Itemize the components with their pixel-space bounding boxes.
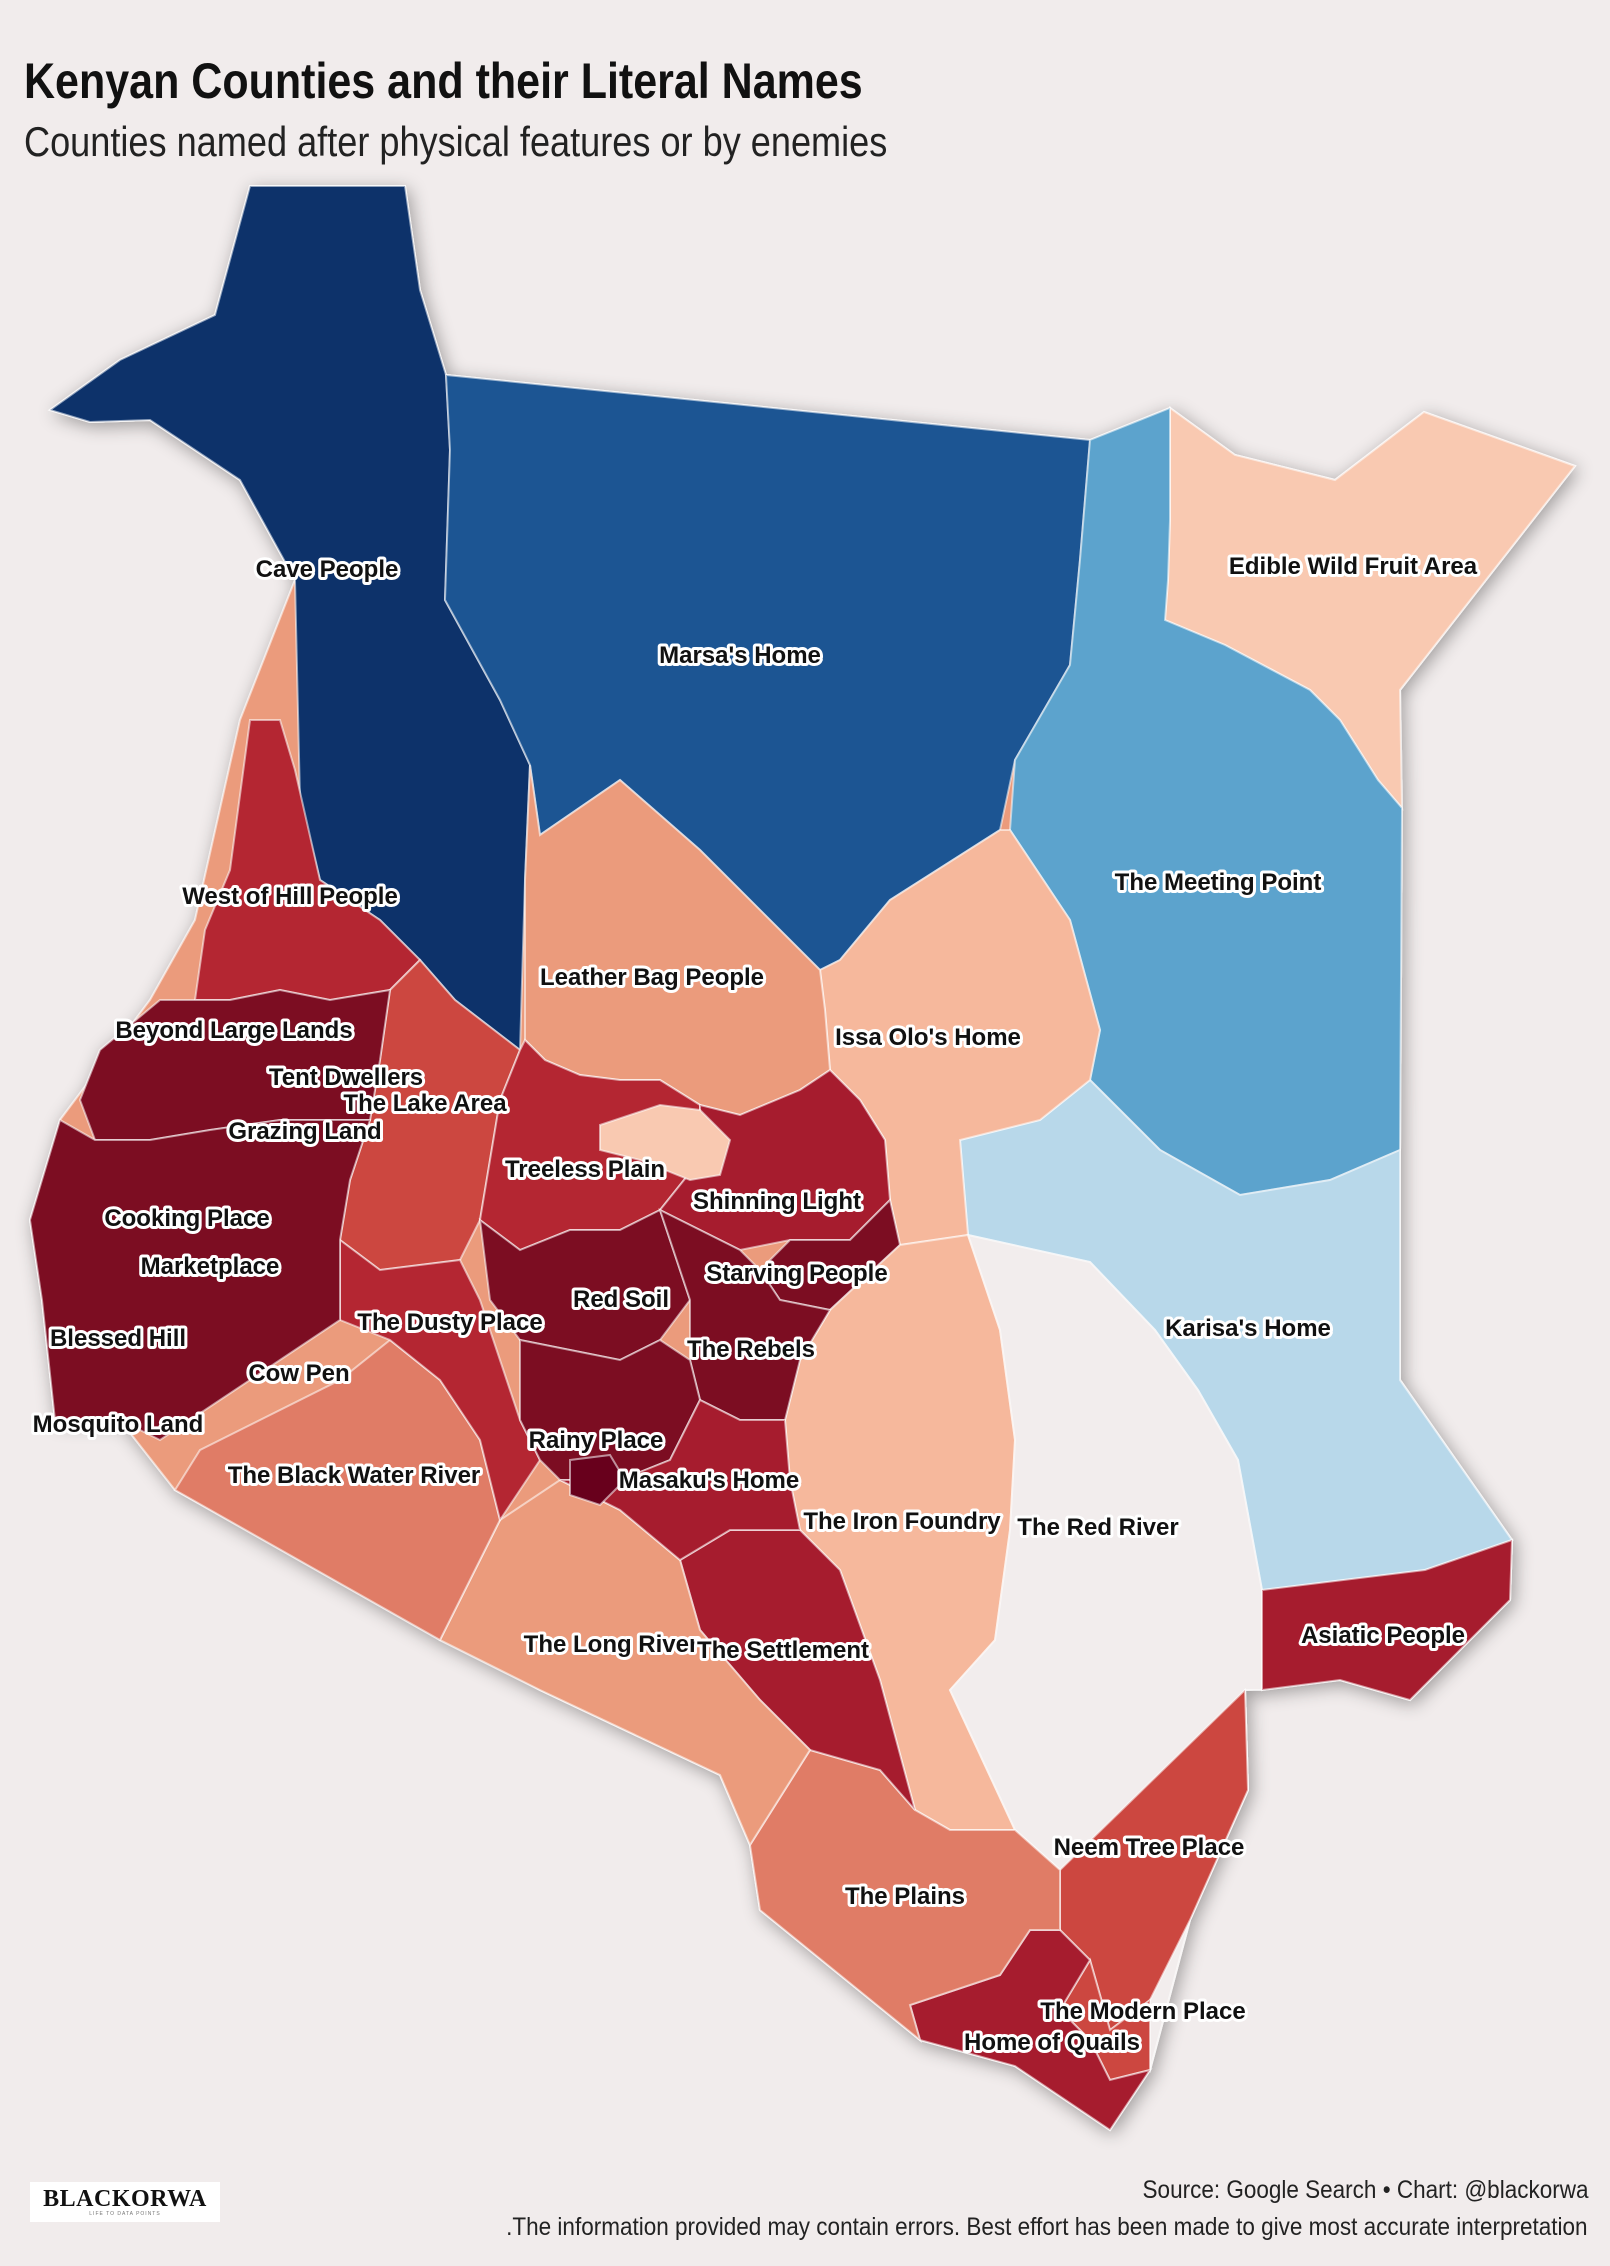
county-red-soil [478,1208,692,1362]
label-marsas-home: Marsa's Home [659,642,821,669]
county-labels: Cave People Marsa's Home Edible Wild Fru… [30,550,1481,2059]
label-grazing-land: Grazing Land [228,1118,381,1145]
label-the-plains: The Plains [845,1883,965,1910]
label-the-meeting-point: The Meeting Point [1115,869,1322,896]
label-issa-olos-home: Issa Olo's Home [835,1024,1021,1051]
logo-tagline: LIFE TO DATA POINTS [89,2210,161,2217]
label-red-soil: Red Soil [573,1286,669,1313]
source-credit: Source: Google Search • Chart: @blackorw… [1142,2176,1588,2204]
label-the-modern-place: The Modern Place [1040,1998,1245,2025]
label-cow-pen: Cow Pen [248,1360,349,1387]
county-the-long-river [438,1478,812,1848]
label-tent-dwellers: Tent Dwellers [269,1064,423,1091]
label-starving-people: Starving People [706,1260,887,1287]
label-the-long-river: The Long River [524,1631,699,1658]
label-leather-bag-people: Leather Bag People [540,964,764,991]
label-shinning-light: Shinning Light [693,1188,861,1215]
label-blessed-hill: Blessed Hill [50,1325,186,1352]
county-regions [28,185,1577,2132]
label-the-black-water-river: The Black Water River [228,1462,481,1489]
county-asiatic-people [1261,1538,1514,1702]
county-west-maroon-block [28,1118,372,1442]
county-small-peach-area [599,1103,732,1182]
label-neem-tree-place: Neem Tree Place [1054,1834,1245,1861]
label-west-of-hill-people: West of Hill People [182,883,398,910]
label-mosquito-land: Mosquito Land [33,1411,204,1438]
disclaimer-note: .The information provided may contain er… [506,2213,1588,2241]
page-title: Kenyan Counties and their Literal Names [24,53,863,109]
label-the-iron-foundry: The Iron Foundry [803,1508,1001,1535]
county-deep-maroon-spot [569,1453,627,1507]
blackorwa-logo: BLACKORWA LIFE TO DATA POINTS [30,2182,220,2222]
page-subtitle: Counties named after physical features o… [24,118,888,165]
county-masakus-home [559,1398,802,1562]
label-beyond-large-lands: Beyond Large Lands [115,1017,352,1044]
label-the-dusty-place: The Dusty Place [357,1309,542,1336]
label-the-settlement: The Settlement [697,1637,869,1664]
label-edible-wild-fruit-area: Edible Wild Fruit Area [1229,553,1478,580]
logo-wordmark: BLACKORWA [43,2185,207,2212]
label-the-lake-area: The Lake Area [343,1090,507,1117]
label-masakus-home: Masaku's Home [619,1467,799,1494]
label-karisas-home: Karisa's Home [1165,1315,1331,1342]
label-asiatic-people: Asiatic People [1301,1622,1465,1649]
label-the-red-river: The Red River [1017,1514,1178,1541]
label-rainy-place: Rainy Place [529,1427,664,1454]
label-the-rebels: The Rebels [687,1336,815,1363]
label-cave-people: Cave People [256,556,399,583]
label-cooking-place: Cooking Place [104,1205,269,1232]
label-marketplace: Marketplace [141,1253,280,1280]
label-treeless-plain: Treeless Plain [505,1156,665,1183]
label-home-of-quails: Home of Quails [964,2029,1140,2056]
